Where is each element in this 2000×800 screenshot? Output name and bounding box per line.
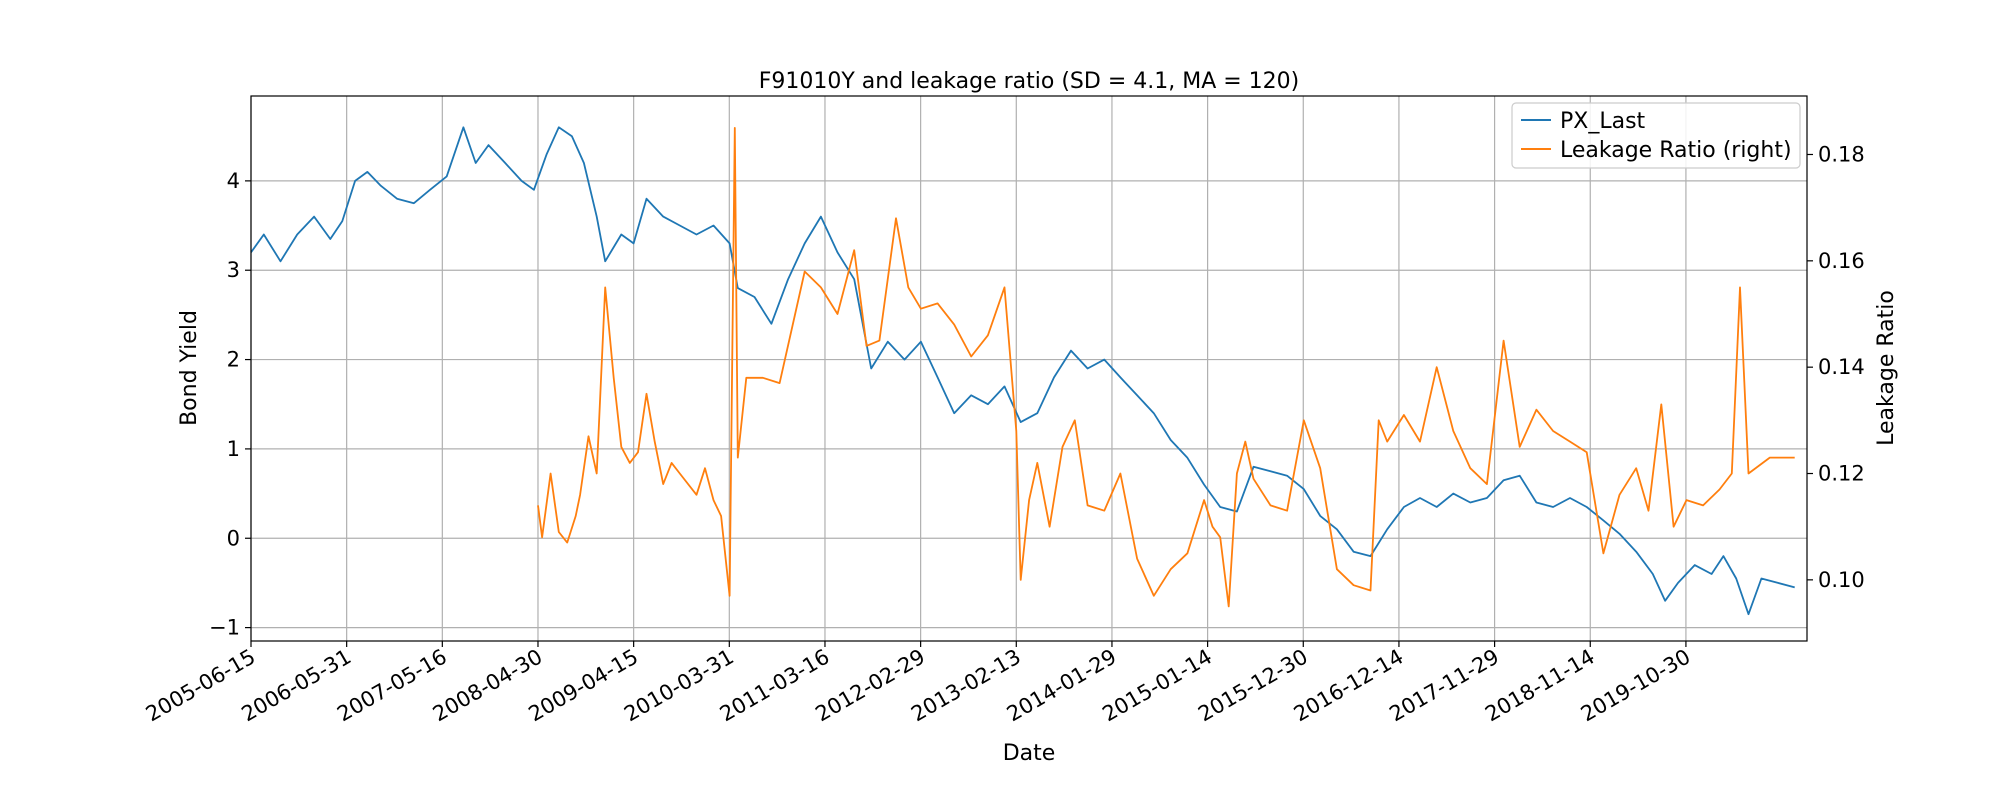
y-axis-right: 0.10 0.12 0.14 0.16 0.18: [1807, 142, 1865, 592]
y-tick-label-left: −1: [209, 616, 240, 640]
y-axis-label-right: Leakage Ratio: [1874, 290, 1899, 446]
y-tick-label-right: 0.16: [1818, 249, 1865, 273]
legend-label-px-last: PX_Last: [1560, 109, 1646, 134]
y-tick-label-left: 2: [227, 348, 240, 372]
y-tick-label-right: 0.14: [1818, 355, 1865, 379]
y-tick-label-right: 0.10: [1818, 568, 1865, 592]
y-tick-label-left: 3: [227, 258, 240, 282]
series-line-px-last: [250, 126, 1795, 616]
y-tick-label-right: 0.12: [1818, 462, 1865, 486]
y-tick-label-left: 1: [227, 437, 240, 461]
y-tick-label-left: 0: [227, 526, 240, 550]
plot-frame: [250, 95, 1808, 642]
y-axis-left: −1 0 1 2 3 4: [209, 169, 251, 640]
series-layer: [250, 126, 1795, 616]
legend-label-leakage-ratio: Leakage Ratio (right): [1560, 138, 1792, 163]
y-axis-label-left: Bond Yield: [177, 310, 202, 426]
legend: PX_Last Leakage Ratio (right): [1511, 102, 1801, 169]
x-axis-label: Date: [1003, 741, 1056, 766]
series-line-leakage-ratio: [537, 127, 1795, 608]
y-tick-label-right: 0.18: [1818, 142, 1865, 166]
legend-frame: [1511, 102, 1801, 169]
y-tick-label-left: 4: [227, 169, 240, 193]
chart-title: F91010Y and leakage ratio (SD = 4.1, MA …: [759, 69, 1300, 94]
